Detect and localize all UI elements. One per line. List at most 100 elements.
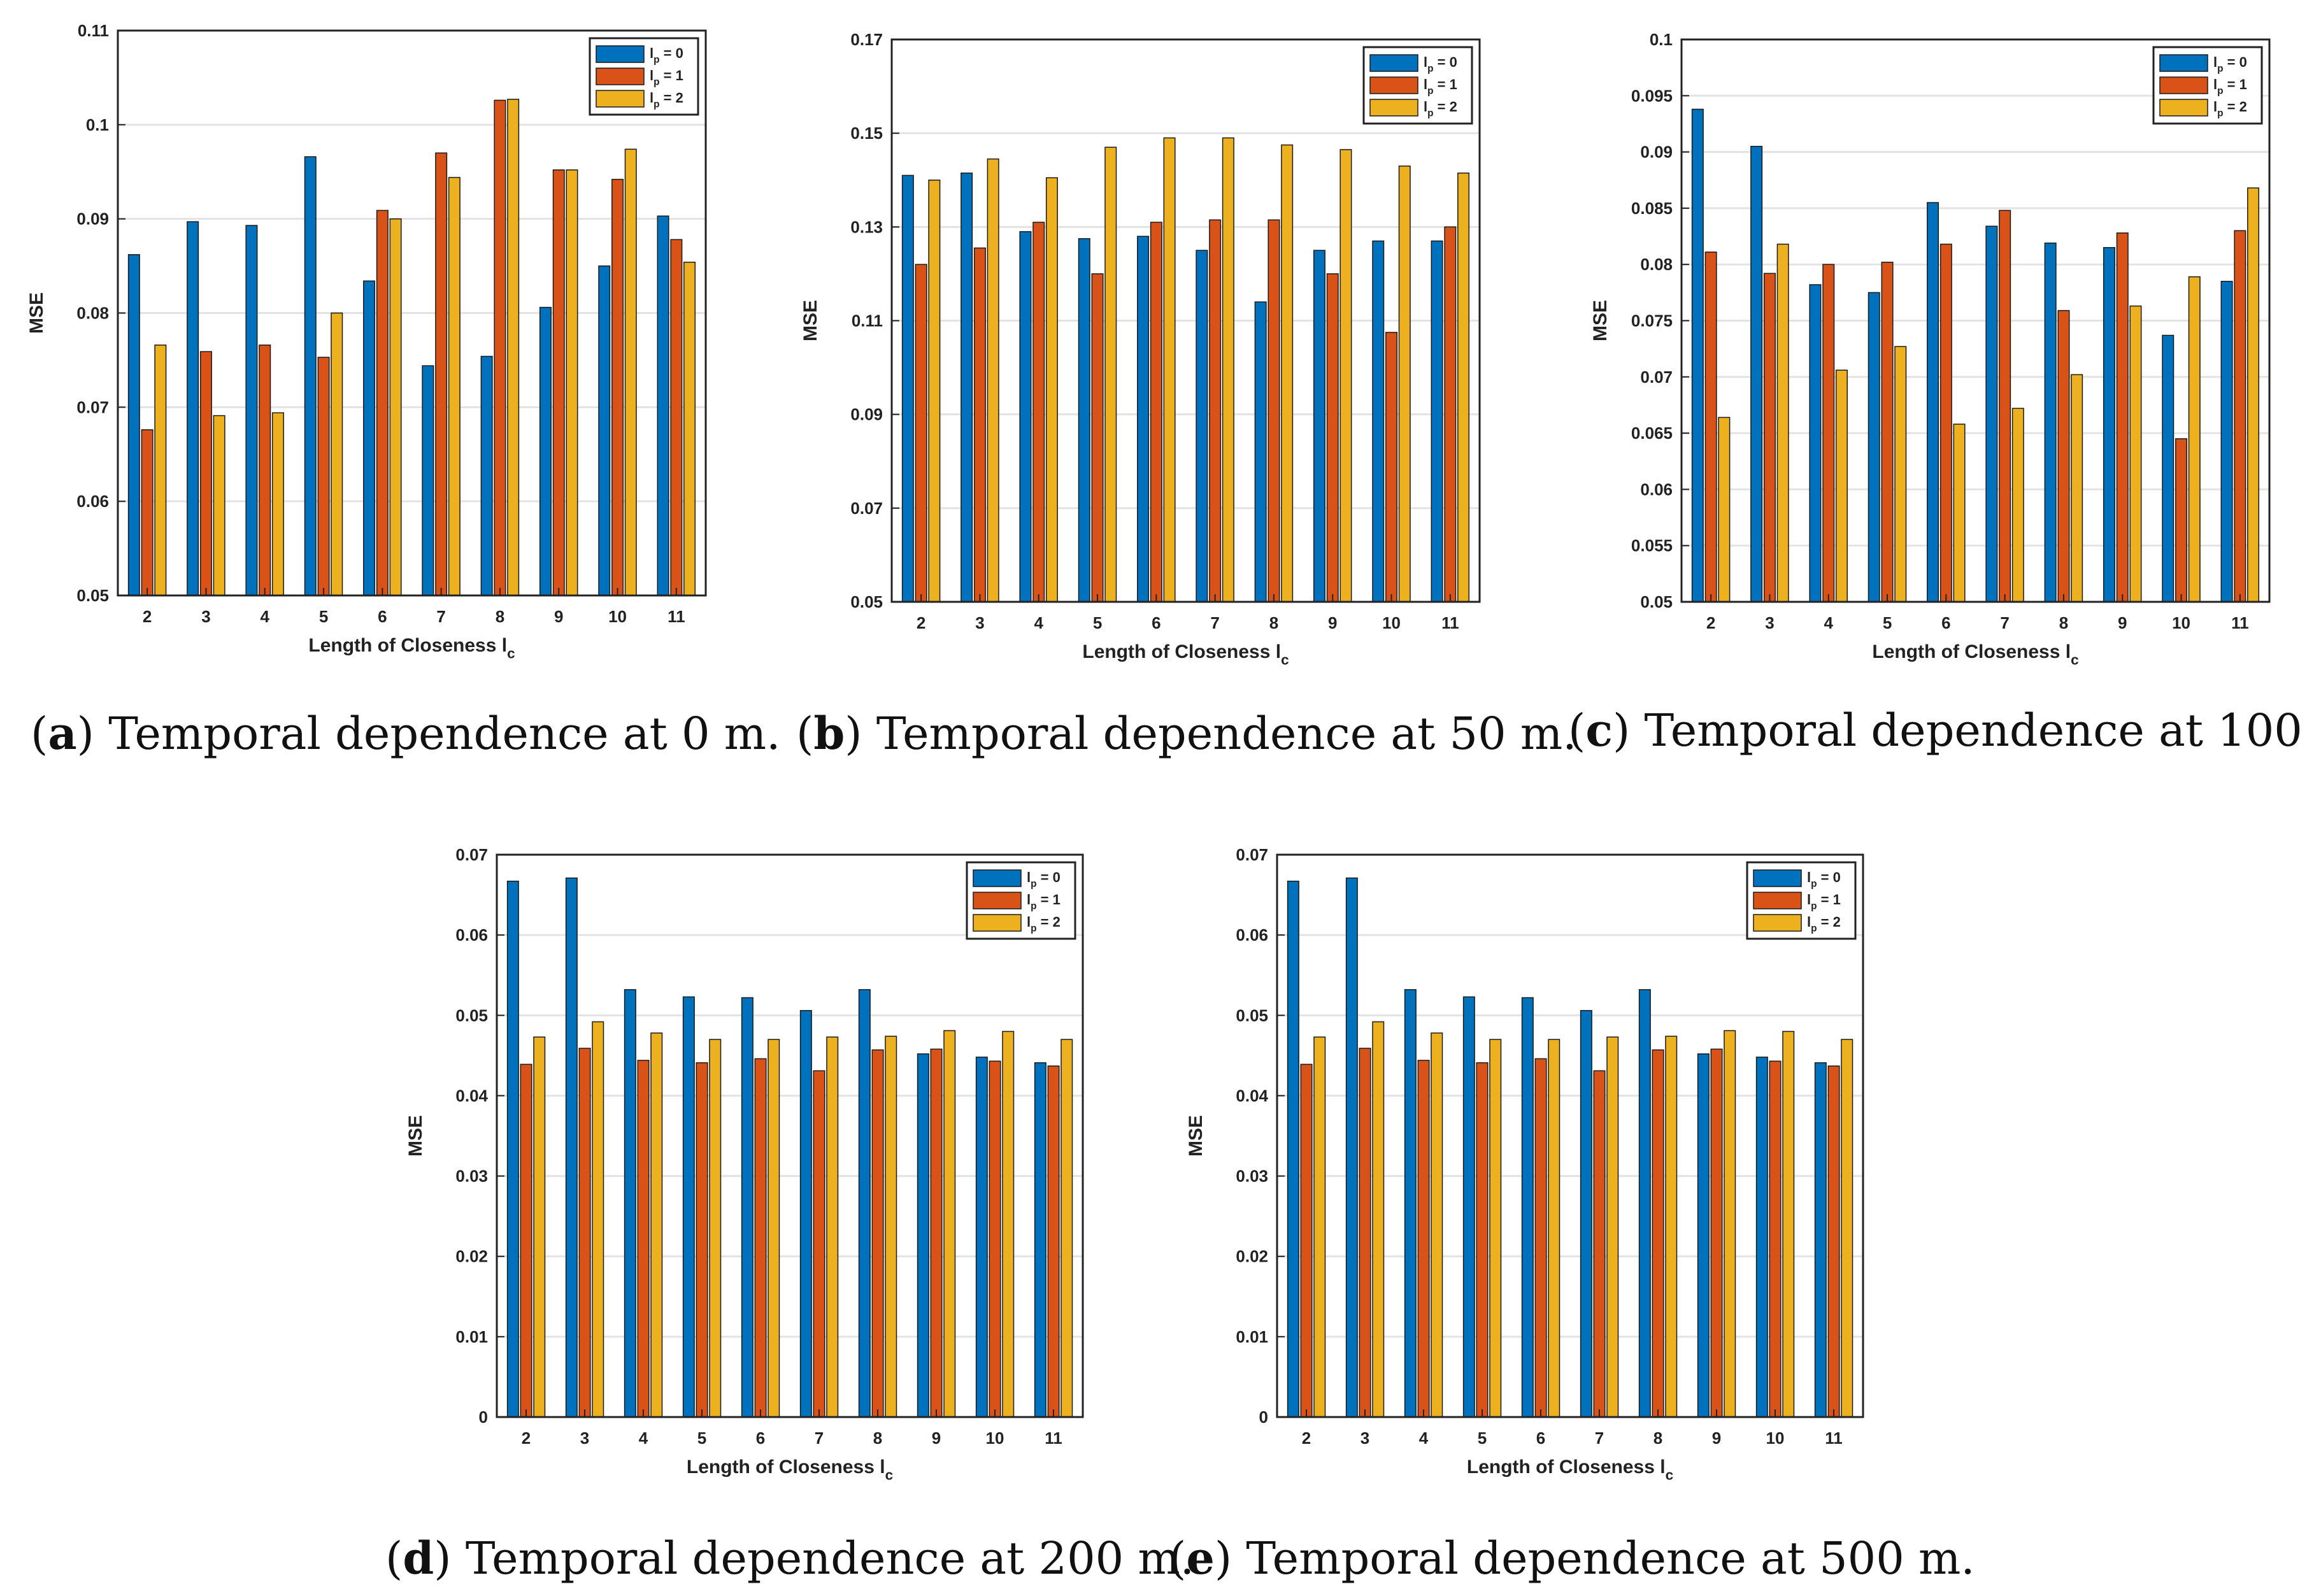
- bar-9-series-2: [566, 169, 578, 596]
- legend-label-1: lp = 1: [1807, 892, 1841, 912]
- x-tick-label: 9: [554, 607, 563, 626]
- bar-3-series-1: [578, 1048, 591, 1418]
- bar-11-series-1: [1047, 1065, 1060, 1418]
- x-tick-label: 8: [1269, 613, 1278, 632]
- legend-swatch-0: [1753, 869, 1802, 887]
- y-tick-label: 0.06: [1236, 925, 1268, 944]
- bar-2-series-0: [1287, 880, 1299, 1418]
- bar-6-series-0: [1927, 202, 1939, 602]
- x-tick-label: 2: [522, 1429, 531, 1448]
- bar-3-series-0: [961, 172, 973, 602]
- y-tick-label: 0.04: [1236, 1086, 1268, 1105]
- legend: lp = 0lp = 1lp = 2: [2152, 46, 2263, 125]
- bar-7-series-2: [448, 176, 461, 596]
- bar-7-series-0: [1985, 225, 1998, 602]
- x-tick-label: 5: [697, 1429, 706, 1448]
- bar-5-series-2: [1894, 346, 1907, 602]
- x-tick-label: 3: [201, 607, 210, 626]
- bar-9-series-1: [1326, 273, 1339, 602]
- y-tick-label: 0.11: [852, 311, 883, 331]
- x-axis-label: Length of Closeness lc: [1467, 1457, 1673, 1483]
- y-tick-label: 0.1: [1650, 30, 1673, 49]
- y-tick-label: 0.02: [455, 1247, 488, 1266]
- x-tick-label: 10: [2172, 613, 2190, 632]
- y-tick-label: 0.11: [78, 21, 109, 40]
- bar-11-series-2: [1841, 1039, 1853, 1418]
- y-tick-label: 0.08: [1640, 255, 1673, 274]
- legend: lp = 0lp = 1lp = 2: [589, 37, 699, 116]
- x-tick-label: 10: [1382, 613, 1401, 632]
- y-tick-label: 0.095: [1631, 86, 1673, 105]
- legend-label-2: lp = 2: [2213, 99, 2247, 119]
- bar-8-series-0: [1638, 989, 1651, 1418]
- bar-2-series-0: [127, 254, 140, 596]
- x-tick-label: 6: [1536, 1429, 1545, 1448]
- bar-11-series-0: [1034, 1062, 1046, 1418]
- legend-label-0: lp = 0: [1807, 869, 1841, 890]
- legend-swatch-1: [596, 68, 645, 85]
- bar-9-series-2: [1339, 149, 1352, 602]
- bar-8-series-1: [871, 1049, 884, 1418]
- legend-swatch-2: [1753, 914, 1802, 932]
- x-tick-label: 10: [1766, 1429, 1785, 1448]
- bar-3-series-2: [1372, 1021, 1385, 1418]
- legend-label-2: lp = 2: [1807, 914, 1841, 934]
- bar-7-series-1: [813, 1070, 825, 1418]
- legend-swatch-1: [1369, 76, 1418, 94]
- y-tick-label: 0.055: [1631, 536, 1673, 555]
- bar-9-series-2: [1724, 1030, 1736, 1418]
- y-tick-label: 0.02: [1236, 1247, 1268, 1266]
- bar-2-series-1: [915, 264, 927, 602]
- bar-8-series-1: [494, 99, 506, 596]
- bar-5-series-2: [709, 1039, 722, 1418]
- bar-4-series-1: [1822, 264, 1835, 602]
- bar-11-series-1: [1444, 226, 1457, 602]
- bar-2-series-0: [1691, 108, 1704, 602]
- legend-label-1: lp = 1: [650, 68, 683, 88]
- x-axis-label: Length of Closeness lc: [687, 1457, 893, 1483]
- bar-4-series-2: [1431, 1032, 1443, 1418]
- bar-3-series-1: [973, 247, 986, 602]
- y-tick-label: 0.07: [1640, 367, 1673, 387]
- y-tick-label: 0.09: [76, 210, 109, 229]
- bar-11-series-0: [1431, 240, 1443, 602]
- caption-a-letter: a: [48, 707, 77, 760]
- bar-7-series-1: [435, 152, 448, 596]
- bar-10-series-1: [1769, 1060, 1782, 1418]
- bar-4-series-2: [1835, 369, 1848, 602]
- y-axis-label: MSE: [1590, 300, 1611, 341]
- axes-box: [496, 853, 1084, 1418]
- x-tick-label: 6: [756, 1429, 765, 1448]
- x-tick-label: 3: [580, 1429, 589, 1448]
- x-tick-label: 8: [873, 1429, 882, 1448]
- bar-6-series-2: [1548, 1039, 1561, 1418]
- bar-2-series-1: [141, 429, 154, 596]
- bar-10-series-1: [2175, 438, 2188, 602]
- bar-4-series-0: [245, 225, 258, 596]
- bar-11-series-0: [657, 215, 669, 596]
- axes-box: [890, 38, 1481, 603]
- y-tick-label: 0.085: [1631, 199, 1673, 218]
- bar-4-series-1: [637, 1060, 650, 1418]
- bar-6-series-1: [1150, 222, 1162, 602]
- legend-swatch-0: [1369, 54, 1418, 72]
- bar-11-series-2: [1061, 1039, 1073, 1418]
- bar-11-series-2: [2247, 187, 2260, 602]
- caption-b-letter: b: [813, 707, 845, 760]
- bar-5-series-0: [682, 996, 695, 1418]
- legend-label-0: lp = 0: [1424, 54, 1457, 75]
- bar-2-series-2: [1313, 1036, 1326, 1418]
- bar-2-series-2: [533, 1036, 546, 1418]
- bar-3-series-2: [592, 1021, 604, 1418]
- bar-9-series-1: [1710, 1048, 1723, 1418]
- bar-6-series-1: [1534, 1058, 1547, 1418]
- y-tick-label: 0.13: [850, 217, 883, 236]
- bar-4-series-2: [271, 412, 284, 596]
- bar-2-series-2: [154, 345, 167, 596]
- bar-7-series-2: [1606, 1036, 1619, 1418]
- x-axis-label: Length of Closeness lc: [308, 635, 515, 662]
- x-tick-label: 10: [608, 607, 627, 626]
- caption-b-text: Temporal dependence at 50 m.: [876, 708, 1577, 760]
- y-tick-label: 0.05: [1236, 1006, 1268, 1025]
- bar-2-series-1: [520, 1064, 532, 1418]
